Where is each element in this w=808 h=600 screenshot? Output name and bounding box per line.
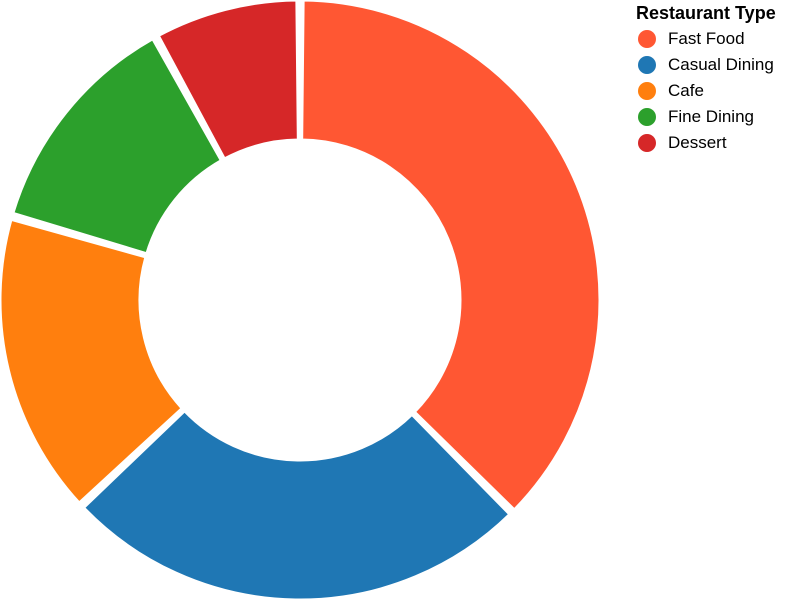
legend-item-fast-food: Fast Food bbox=[636, 26, 776, 52]
legend-items: Fast Food Casual Dining Cafe Fine Dining Des… bbox=[636, 26, 776, 156]
legend-item-casual-dining: Casual Dining bbox=[636, 52, 776, 78]
legend-swatch bbox=[638, 134, 656, 152]
legend-label: Dessert bbox=[668, 133, 727, 152]
legend-swatch bbox=[638, 108, 656, 126]
legend-item-fine-dining: Fine Dining bbox=[636, 104, 776, 130]
legend-label: Cafe bbox=[668, 81, 704, 100]
legend-swatch bbox=[638, 30, 656, 48]
legend-item-cafe: Cafe bbox=[636, 78, 776, 104]
donut-slices bbox=[0, 0, 602, 600]
legend-swatch bbox=[638, 56, 656, 74]
legend: Restaurant Type Fast Food Casual Dining Ca… bbox=[636, 2, 776, 156]
legend-label: Casual Dining bbox=[668, 55, 774, 74]
legend-swatch bbox=[638, 82, 656, 100]
legend-title: Restaurant Type bbox=[636, 3, 776, 23]
legend-label: Fast Food bbox=[668, 29, 745, 48]
slice-fast-food bbox=[300, 0, 602, 512]
legend-item-dessert: Dessert bbox=[636, 130, 776, 156]
slice-fine-dining bbox=[11, 37, 223, 256]
slice-dessert bbox=[156, 0, 300, 161]
slice-casual-dining bbox=[81, 409, 512, 600]
legend-label: Fine Dining bbox=[668, 107, 754, 126]
slice-cafe bbox=[0, 217, 184, 505]
